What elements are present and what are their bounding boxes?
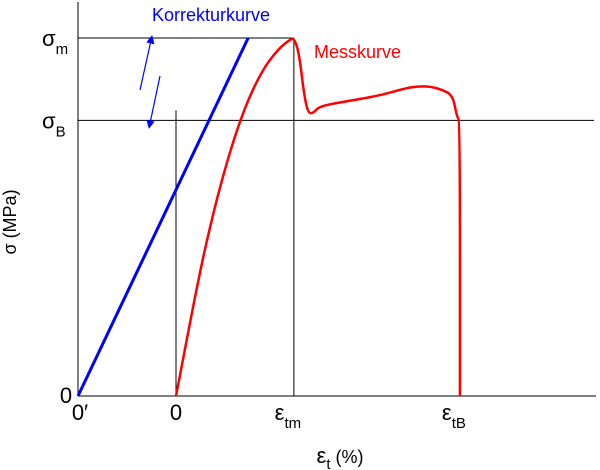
arrows bbox=[139, 35, 161, 129]
unloading-arrow bbox=[146, 75, 161, 129]
messkurve-label: Messkurve bbox=[314, 42, 401, 62]
y-tick-sigma_B: σB bbox=[42, 108, 66, 140]
axes bbox=[77, 2, 596, 397]
korrekturkurve-label: Korrekturkurve bbox=[152, 5, 270, 25]
x-tick-origin: 0′ bbox=[72, 400, 88, 425]
series-layer bbox=[76, 37, 462, 397]
x-axis-label: εt (%) bbox=[317, 443, 364, 470]
loading-arrow bbox=[139, 35, 155, 91]
messkurve-line bbox=[174, 37, 462, 397]
x-tick-eps_tm: εtm bbox=[275, 400, 301, 432]
reference-lines bbox=[78, 37, 594, 396]
x-tick-eps_tB: εtB bbox=[442, 400, 466, 432]
y-axis-label: σ (MPa) bbox=[0, 189, 20, 254]
y-tick-zero: 0 bbox=[60, 383, 72, 408]
x-tick-zero: 0 bbox=[170, 400, 182, 425]
korrekturkurve-line bbox=[76, 37, 250, 397]
y-tick-sigma_m: σm bbox=[42, 26, 68, 58]
